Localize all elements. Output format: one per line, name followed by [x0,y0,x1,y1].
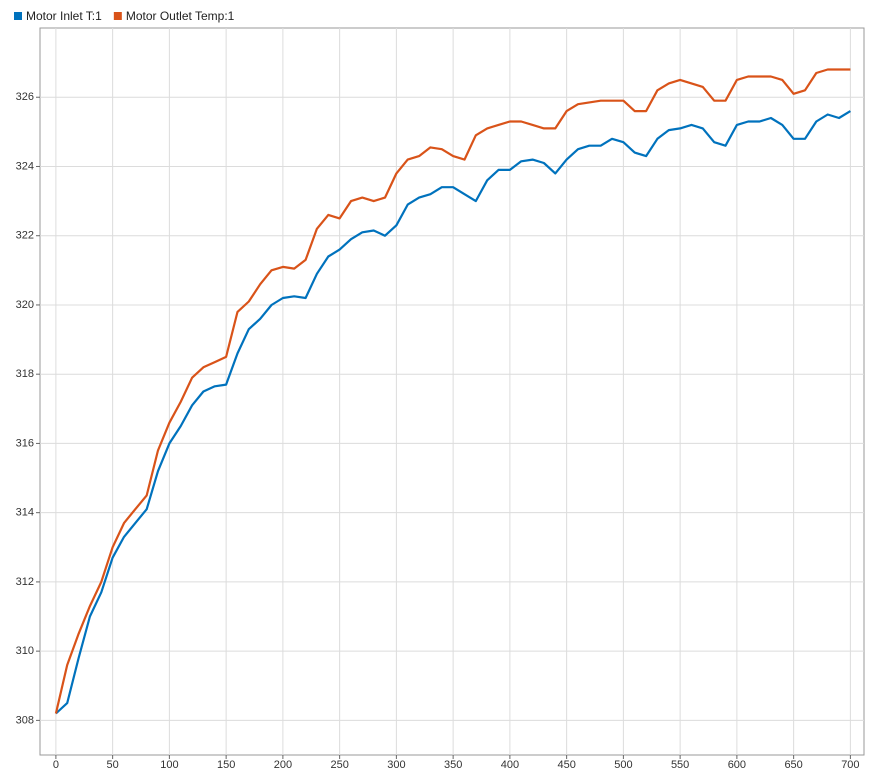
y-tick-label: 318 [16,368,34,380]
legend-swatch [113,12,122,20]
x-tick-label: 150 [217,759,235,770]
y-tick-label: 310 [16,645,34,657]
x-tick-label: 400 [501,759,519,770]
plot-area [39,27,865,756]
x-tick-label: 500 [614,759,632,770]
series-line [55,110,851,715]
x-tick-label: 650 [784,759,802,770]
x-tick-label: 700 [841,759,859,770]
y-tick-label: 308 [16,714,34,726]
lines [54,68,851,715]
y-tick-label: 314 [16,507,34,519]
legend-label: Motor Outlet Temp:1 [126,9,235,23]
x-tick-label: 50 [107,759,119,770]
x-tick-label: 100 [160,759,178,770]
y-tick-label: 322 [16,230,34,242]
y-tick-label: 320 [16,299,34,311]
x-tick-label: 250 [330,759,348,770]
y-tick-label: 324 [16,160,34,172]
x-tick-label: 0 [53,759,59,770]
y-tick-label: 326 [16,91,34,103]
legend-label: Motor Inlet T:1 [26,9,102,23]
x-tick-label: 600 [728,759,746,770]
legend-swatch [14,12,22,20]
series-line [54,68,851,714]
grid: 0 50 100 150 200 250 300 350 400 450 500 550 600 650 7… [16,28,864,771]
x-tick-label: 200 [274,759,292,770]
x-tick-label: 550 [671,759,689,770]
y-tick-label: 312 [16,576,34,588]
x-tick-label: 450 [557,759,575,770]
x-tick-label: 350 [444,759,462,770]
y-tick-label: 316 [16,437,34,449]
x-tick-label: 300 [387,759,405,770]
legend: Motor Inlet T:1 Motor Outlet Temp:1 [14,9,235,23]
